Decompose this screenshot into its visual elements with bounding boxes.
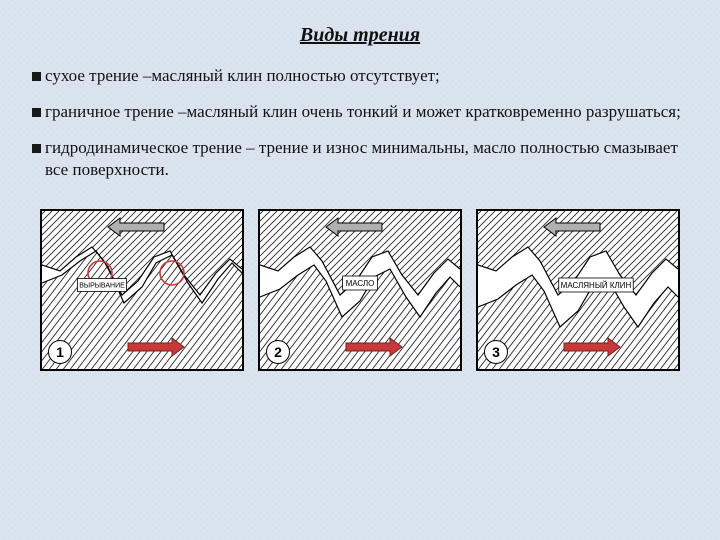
diagram-panel-1: ВЫРЫВАНИЕ 1: [40, 209, 244, 371]
bullet-text: гидродинамическое трение – трение и изно…: [45, 137, 688, 181]
diagram-panel-3: МАСЛЯНЫЙ КЛИН 3: [476, 209, 680, 371]
diagram-row: ВЫРЫВАНИЕ 1 МАСЛО 2 МАСЛЯНЫЙ КЛИН 3: [32, 209, 688, 371]
svg-text:ВЫРЫВАНИЕ: ВЫРЫВАНИЕ: [79, 283, 125, 290]
square-bullet-icon: [32, 144, 41, 153]
svg-text:МАСЛО: МАСЛО: [346, 279, 375, 288]
bullet-item: сухое трение –масляный клин полностью от…: [32, 65, 688, 87]
bullet-item: гидродинамическое трение – трение и изно…: [32, 137, 688, 181]
bullet-item: граничное трение –масляный клин очень то…: [32, 101, 688, 123]
square-bullet-icon: [32, 72, 41, 81]
diagram-panel-2: МАСЛО 2: [258, 209, 462, 371]
bullet-text: сухое трение –масляный клин полностью от…: [45, 65, 440, 87]
svg-text:МАСЛЯНЫЙ КЛИН: МАСЛЯНЫЙ КЛИН: [561, 281, 632, 290]
bullet-text: граничное трение –масляный клин очень то…: [45, 101, 681, 123]
square-bullet-icon: [32, 108, 41, 117]
page-title: Виды трения: [32, 24, 688, 47]
